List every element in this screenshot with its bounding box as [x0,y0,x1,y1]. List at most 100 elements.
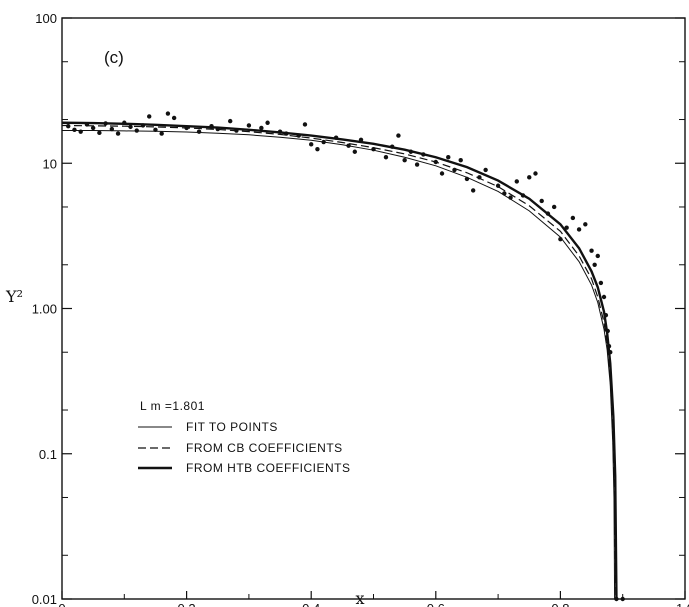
legend-item-fit: FIT TO POINTS [186,420,278,434]
legend-header: L m =1.801 [140,399,205,413]
y-tick-label: 1.00 [32,302,57,317]
data-point [402,157,407,163]
data-point [234,128,239,133]
data-point [321,139,326,145]
data-point [603,312,609,318]
data-point [371,146,376,152]
data-point [439,171,445,176]
x-axis-ticks: 0 0.2 0.4 0.6 0.8 1.0 [58,591,689,607]
series-line-0 [62,130,616,600]
x-tick-label: 1.0 [676,601,689,607]
series-line-2 [61,121,618,600]
y-axis-title: Y² [5,287,23,306]
data-point [576,227,582,232]
data-point [309,142,314,147]
legend: L m =1.801 FIT TO POINTS FROM CB COEFFIC… [138,399,351,475]
y-tick-label: 0.1 [39,447,57,462]
data-point [520,193,526,198]
y-axis-ticks: 0.01 0.1 1.00 10 100 [32,11,685,607]
data-point [97,130,102,136]
data-point [277,129,283,134]
y-tick-label: 10 [43,156,57,171]
data-point [620,596,625,602]
data-point [598,280,604,286]
data-point [165,111,171,116]
data-point [458,157,463,163]
data-point [477,175,482,180]
data-point [533,171,538,176]
data-point [315,146,320,152]
data-point [103,121,108,126]
data-point [592,262,597,267]
panel-label: (c) [104,48,124,67]
data-point [527,175,532,180]
data-point [196,129,202,134]
data-point [483,167,488,173]
x-axis-title: x [355,589,364,607]
data-point [122,120,127,125]
data-point [228,118,233,124]
data-point [333,135,339,140]
data-point [601,294,607,300]
data-point [346,143,351,148]
data-point [72,127,77,132]
data-point [302,122,308,127]
data-point [464,176,470,182]
x-tick-label: 0.6 [427,601,445,607]
data-point [383,155,389,160]
data-point [446,155,451,160]
data-point [396,133,401,138]
data-point [90,125,96,131]
plot-frame [61,17,686,600]
data-point [66,123,71,129]
data-point [558,236,563,242]
data-point [209,123,214,129]
data-point [508,195,513,200]
data-point [470,188,476,193]
data-point [421,152,426,157]
data-point [606,344,612,349]
x-tick-label: 0.8 [551,601,569,607]
data-point [140,123,146,128]
data-point [134,128,139,133]
data-point [352,149,358,154]
data-point [595,253,600,259]
data-point [296,133,301,138]
y-tick-label: 100 [35,11,57,26]
data-point [265,120,270,125]
data-point [452,167,457,173]
data-point [539,198,544,204]
data-point [284,131,289,136]
data-point [545,211,551,216]
data-point [246,123,252,128]
scatter-points [66,111,625,602]
data-point [78,129,83,134]
data-point [159,131,164,136]
data-point [502,191,507,196]
data-point [551,204,557,210]
data-point [570,215,576,221]
data-point [128,124,133,130]
legend-item-cb: FROM CB COEFFICIENTS [186,441,343,455]
data-point [215,126,220,132]
data-point [109,126,115,132]
data-point [495,183,501,188]
data-point [608,350,613,355]
series-line-1 [61,124,617,600]
series-lines [61,121,618,600]
data-point [147,114,152,119]
x-tick-label: 0 [58,601,65,607]
data-point [389,144,395,149]
data-point [589,248,594,253]
data-point [605,328,610,334]
legend-item-htb: FROM HTB COEFFICIENTS [186,461,351,475]
data-point [153,127,158,132]
data-point [433,159,438,165]
data-point [84,122,90,127]
data-point [414,162,420,167]
data-point [514,179,519,184]
data-point [408,149,414,154]
data-point [564,225,569,230]
data-point [614,596,619,602]
